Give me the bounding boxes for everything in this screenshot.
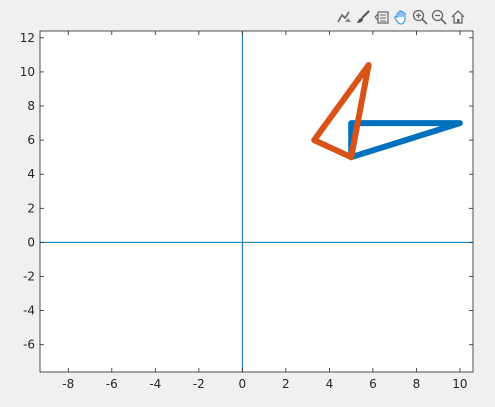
pan-icon[interactable] <box>391 7 410 27</box>
brush-icon[interactable] <box>353 7 372 27</box>
figure-toolbar <box>334 7 467 27</box>
x-tick-label: 2 <box>282 377 290 391</box>
x-tick-label: 0 <box>239 377 247 391</box>
zoom-in-icon[interactable] <box>410 7 429 27</box>
home-icon[interactable] <box>448 7 467 27</box>
y-tick-label: -2 <box>23 270 35 284</box>
x-tick-label: 8 <box>413 377 421 391</box>
x-tick-label: -8 <box>62 377 74 391</box>
x-tick-label: -2 <box>193 377 205 391</box>
y-tick-label: 0 <box>27 235 35 249</box>
zoom-out-icon[interactable] <box>429 7 448 27</box>
series-line-1 <box>348 120 463 161</box>
axes-box <box>39 30 474 373</box>
y-tick-label: 12 <box>20 31 35 45</box>
x-tick-label: 10 <box>452 377 467 391</box>
x-tick-label: -6 <box>106 377 118 391</box>
y-tick-label: -6 <box>23 338 35 352</box>
data-tips-icon[interactable] <box>334 7 353 27</box>
series-line-2 <box>311 62 372 161</box>
y-tick-label: 10 <box>20 65 35 79</box>
y-tick-label: 6 <box>27 133 35 147</box>
x-tick-label: -4 <box>149 377 161 391</box>
restore-view-icon[interactable] <box>372 7 391 27</box>
y-tick-label: -4 <box>23 304 35 318</box>
x-tick-label: 4 <box>326 377 334 391</box>
x-tick-label: 6 <box>369 377 377 391</box>
y-tick-label: 4 <box>27 167 35 181</box>
y-tick-label: 8 <box>27 99 35 113</box>
y-tick-label: 2 <box>27 201 35 215</box>
